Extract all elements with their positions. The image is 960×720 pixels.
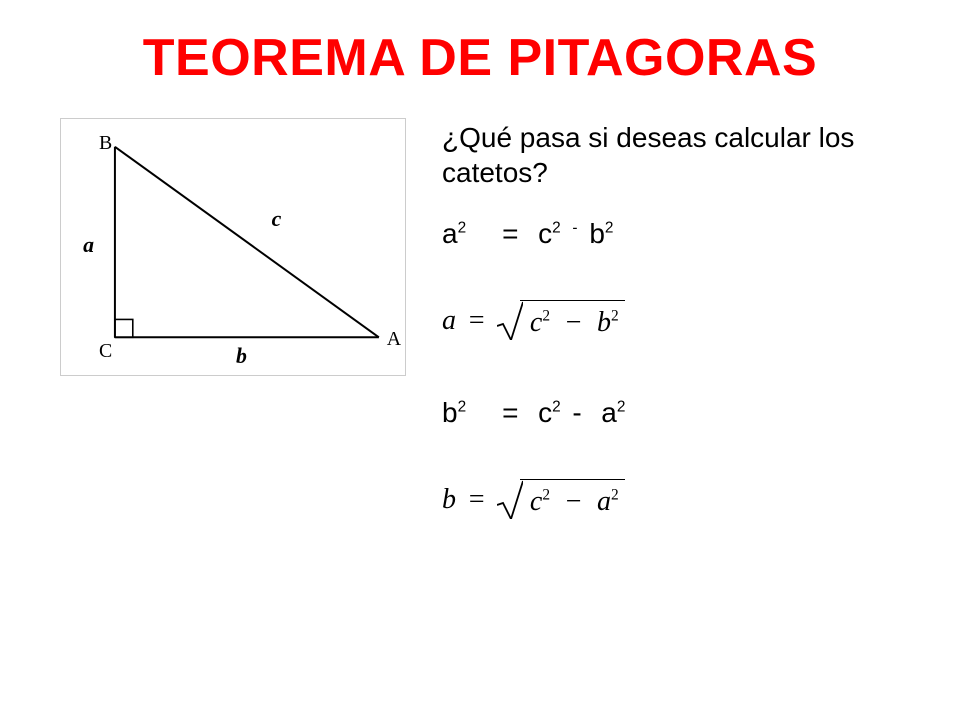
svg-text:b: b <box>236 344 247 368</box>
sqrt-b: c2 − a2 <box>497 479 625 520</box>
triangle-diagram: B C Aa b c <box>60 118 406 521</box>
text-column: ¿Qué pasa si deseas calcular los catetos… <box>442 118 900 521</box>
svg-text:a: a <box>83 233 94 257</box>
svg-text:B: B <box>99 132 112 154</box>
svg-text:C: C <box>99 340 112 362</box>
sqrt-a: c2 − b2 <box>497 300 625 341</box>
content-row: B C Aa b c ¿Qué pasa si deseas calcular los … <box>60 118 900 521</box>
svg-text:A: A <box>387 328 402 350</box>
equation-a-squared: a2 = c2 - b2 <box>442 218 900 250</box>
equation-b-sqrt: b = c2 − a2 <box>442 479 900 520</box>
question-text: ¿Qué pasa si deseas calcular los catetos… <box>442 120 900 190</box>
equation-a-sqrt: a = c2 − b2 <box>442 300 900 341</box>
svg-text:c: c <box>272 207 282 231</box>
right-triangle-svg: B C Aa b c <box>60 118 406 376</box>
equation-b-squared: b2 = c2 - a2 <box>442 397 900 429</box>
page-title: TEOREMA DE PITAGORAS <box>60 28 900 88</box>
slide: TEOREMA DE PITAGORAS B C Aa b c ¿Qué pasa si… <box>0 0 960 720</box>
